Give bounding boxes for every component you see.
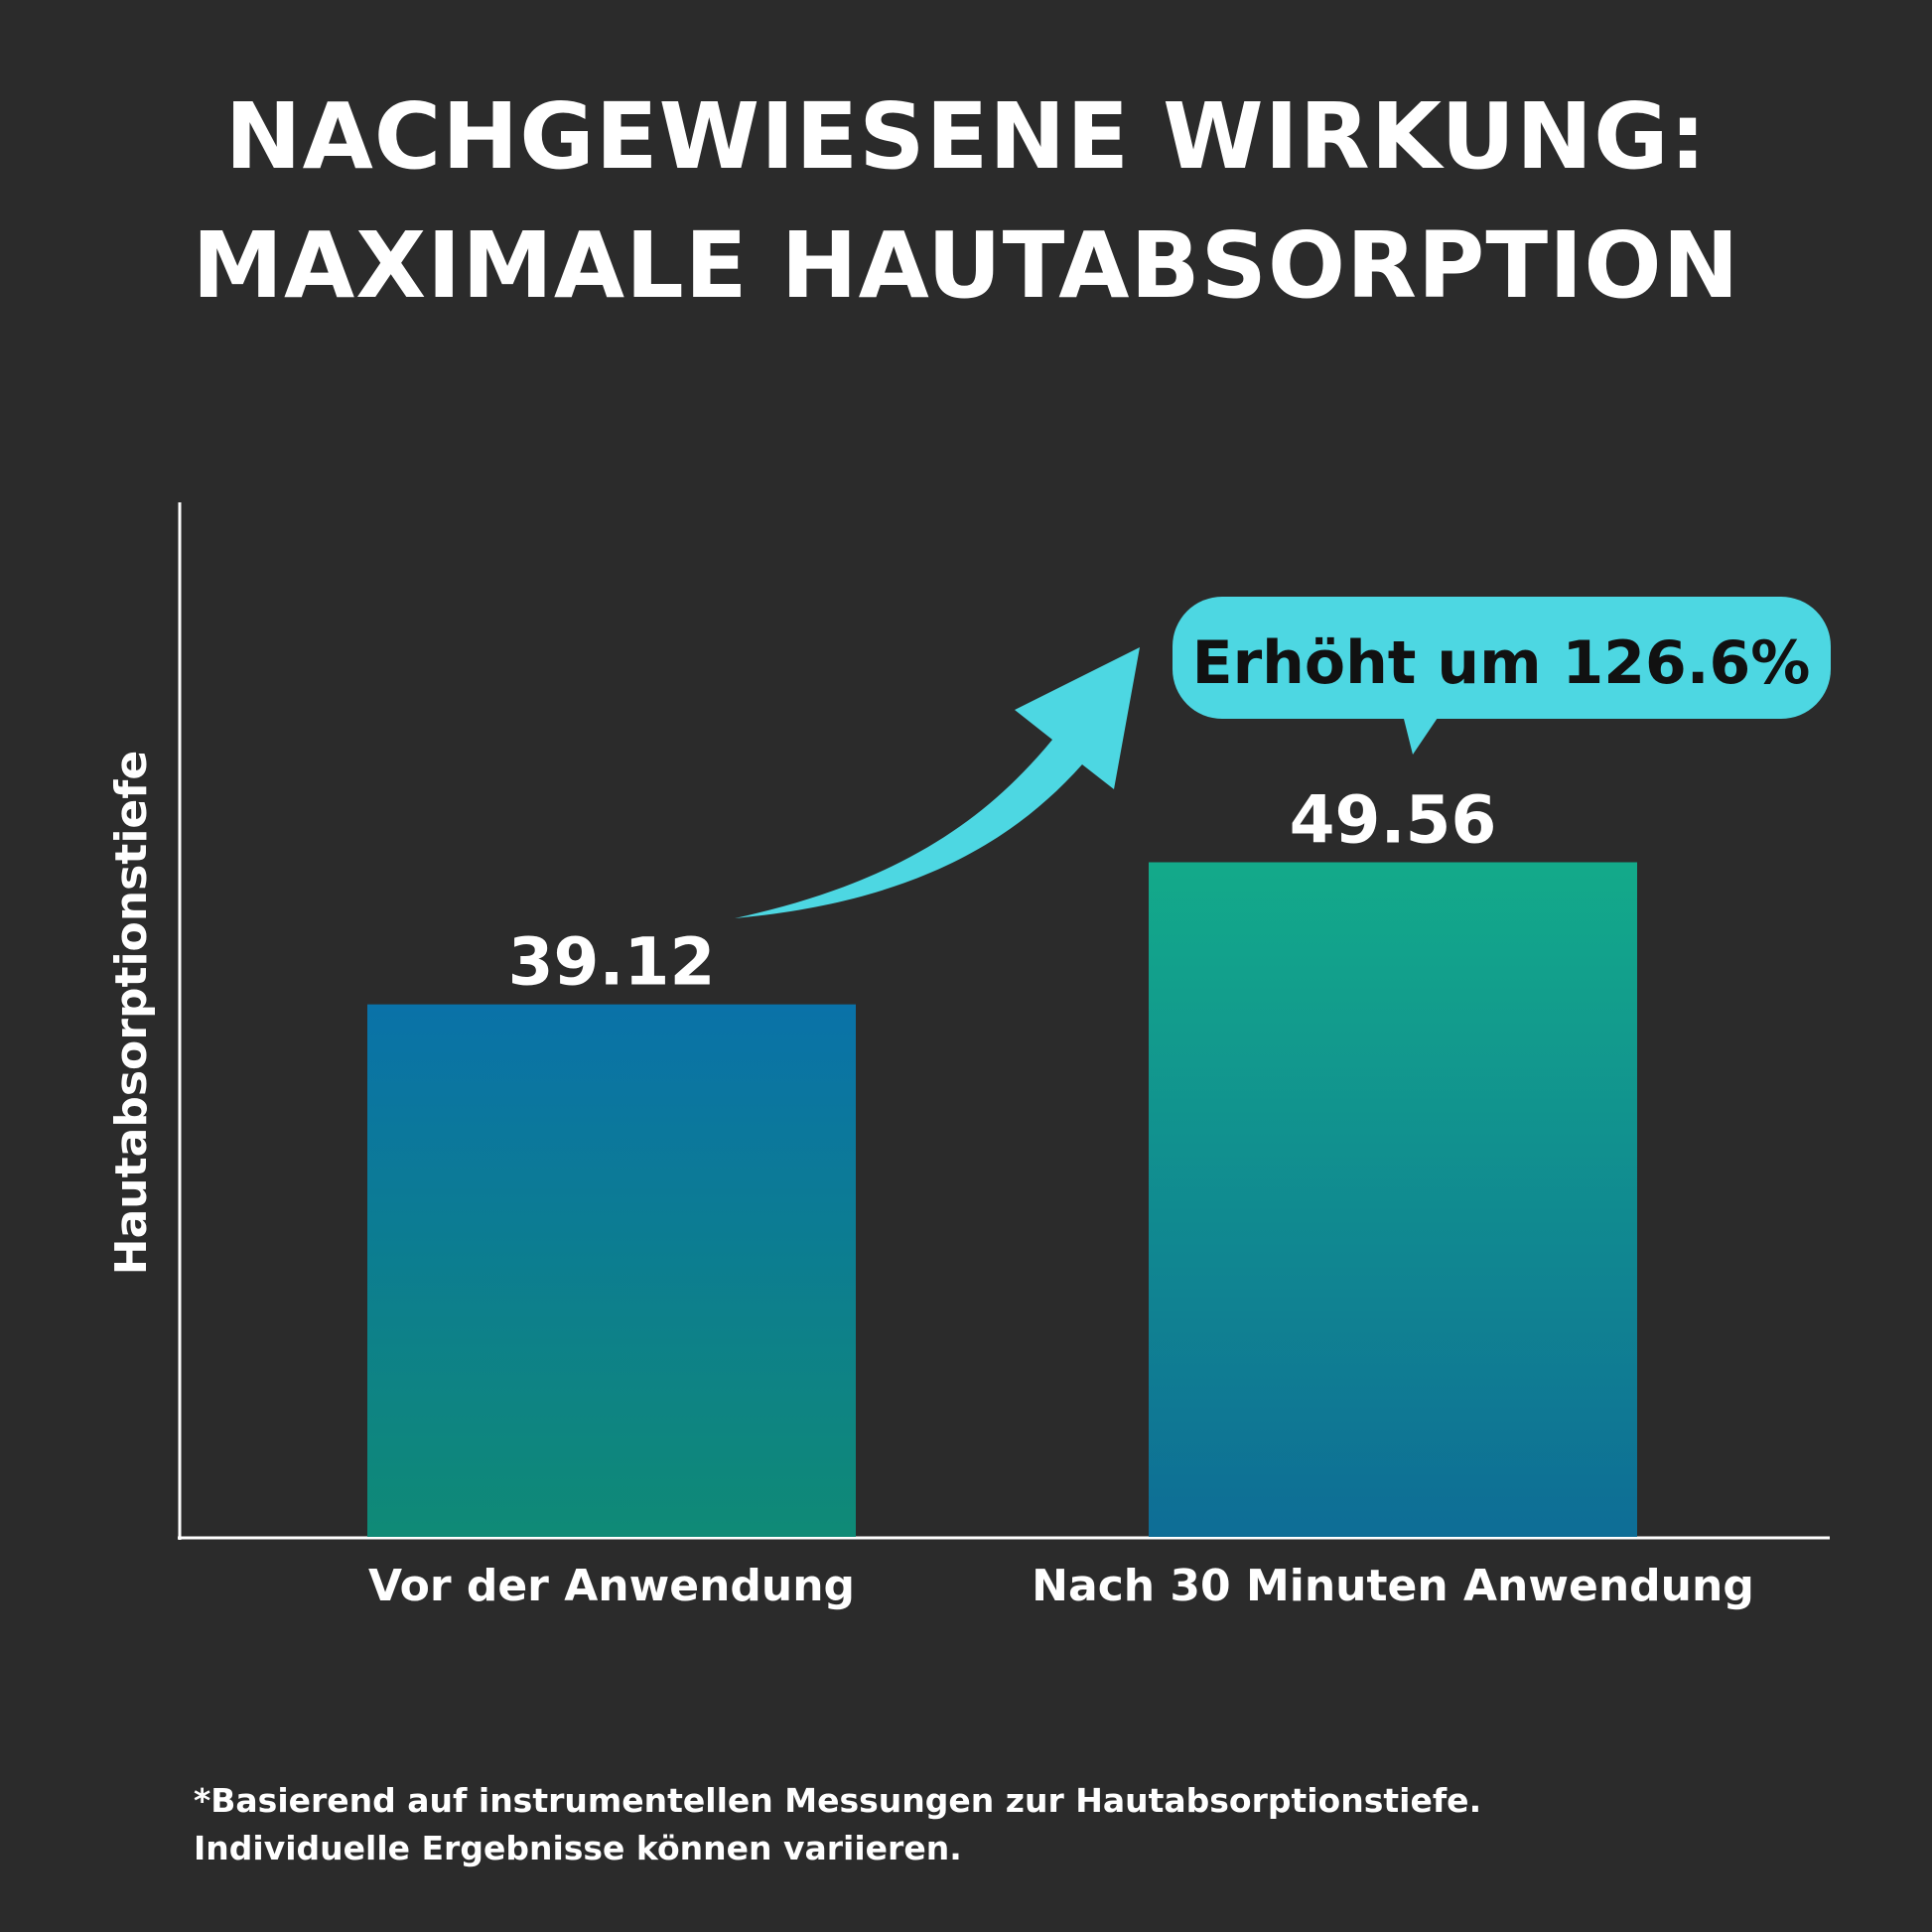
footnote-line-2: Individuelle Ergebnisse können variieren… — [194, 1829, 962, 1867]
title-line-1: NACHGEWIESENE WIRKUNG: — [224, 83, 1708, 190]
increase-callout: Erhöht um 126.6% — [1173, 597, 1831, 755]
value-label-vor: 39.12 — [508, 924, 716, 1001]
y-axis-label: Hautabsorptionstiefe — [106, 751, 157, 1275]
x-tick-label-nach: Nach 30 Minuten Anwendung — [1032, 1561, 1754, 1611]
bar-nach-30-minuten — [1149, 862, 1637, 1537]
bar-vor-der-anwendung — [367, 1004, 856, 1537]
curved-arrow-icon — [735, 647, 1140, 918]
callout-text: Erhöht um 126.6% — [1192, 628, 1811, 698]
value-label-nach: 49.56 — [1290, 782, 1497, 859]
footnote: *Basierend auf instrumentellen Messungen… — [194, 1777, 1481, 1872]
title-line-2: MAXIMALE HAUTABSORPTION — [192, 212, 1740, 319]
footnote-line-1: *Basierend auf instrumentellen Messungen… — [194, 1781, 1482, 1820]
x-tick-label-vor: Vor der Anwendung — [368, 1561, 855, 1611]
